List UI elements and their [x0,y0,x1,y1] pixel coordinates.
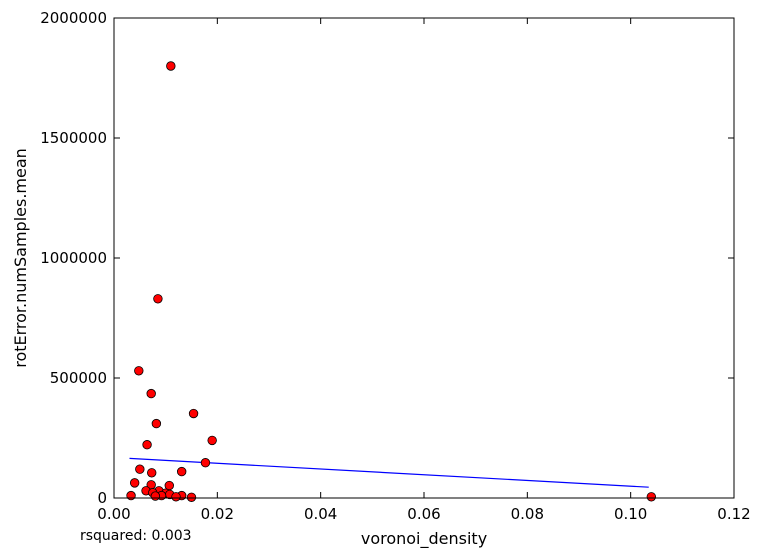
plot-marks [126,61,657,502]
y-tick-label: 2000000 [40,9,107,27]
data-point [207,435,217,446]
data-point [142,440,152,450]
rsquared-annotation: rsquared: 0.003 [80,528,192,544]
y-axis-label: rotError.numSamples.mean [11,148,30,368]
data-point [150,491,161,501]
data-point [200,458,211,468]
data-point [153,294,163,304]
x-tick-label: 0.04 [304,505,337,523]
data-point [186,492,197,502]
data-point [134,366,144,376]
data-point [146,388,156,399]
axis-ticks: 0.00 0.02 0.04 0.06 0.08 0.10 0.12 0 500000 10000… [40,9,751,523]
data-point [164,480,174,491]
plot-frame [113,17,735,499]
data-point [171,492,181,502]
data-point [166,61,176,71]
x-tick-label: 0.08 [511,505,544,523]
x-axis-label: voronoi_density [361,529,487,549]
data-point [176,466,187,477]
x-tick-label: 0.10 [614,505,647,523]
y-tick-label: 1000000 [40,249,107,267]
data-point [147,468,157,478]
data-point [135,464,145,474]
fit-line [129,457,649,488]
y-tick-label: 500000 [50,369,107,387]
data-point [188,408,199,419]
y-tick-label: 1500000 [40,129,107,147]
data-point [646,492,657,502]
x-tick-label: 0.12 [717,505,750,523]
data-point [129,478,140,488]
x-tick-label: 0.00 [97,505,130,523]
data-point [151,418,162,429]
x-tick-label: 0.02 [201,505,234,523]
x-tick-label: 0.06 [407,505,440,523]
y-tick-label: 0 [97,489,107,507]
data-point [126,490,136,501]
